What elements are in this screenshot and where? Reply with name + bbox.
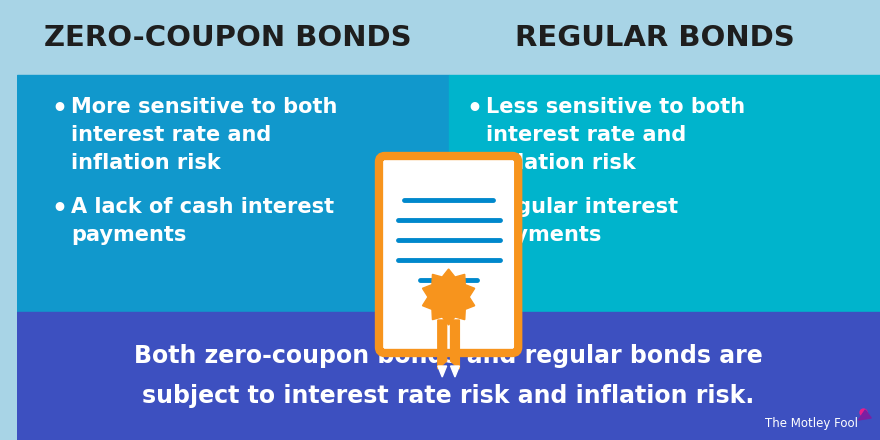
Text: REGULAR BONDS: REGULAR BONDS — [515, 23, 795, 51]
Bar — [18, 312, 880, 440]
Text: Regular interest
payments: Regular interest payments — [486, 197, 678, 245]
Text: The Motley Fool: The Motley Fool — [766, 417, 858, 430]
Polygon shape — [438, 366, 447, 377]
Text: Both zero-coupon bonds and regular bonds are: Both zero-coupon bonds and regular bonds… — [135, 344, 763, 368]
Text: More sensitive to both
interest rate and
inflation risk: More sensitive to both interest rate and… — [71, 97, 338, 173]
Text: •: • — [52, 97, 68, 121]
Polygon shape — [858, 410, 871, 420]
Bar — [449, 75, 880, 312]
Text: •: • — [466, 197, 482, 221]
FancyBboxPatch shape — [379, 156, 518, 353]
Text: A lack of cash interest
payments: A lack of cash interest payments — [71, 197, 334, 245]
Bar — [18, 75, 449, 312]
Polygon shape — [451, 366, 459, 377]
Polygon shape — [451, 320, 459, 369]
Polygon shape — [438, 320, 447, 369]
Text: •: • — [52, 197, 68, 221]
Bar — [18, 0, 880, 75]
Text: Less sensitive to both
interest rate and
inflation risk: Less sensitive to both interest rate and… — [486, 97, 745, 173]
Text: ZERO-COUPON BONDS: ZERO-COUPON BONDS — [44, 23, 412, 51]
Text: •: • — [466, 97, 482, 121]
Text: subject to interest rate risk and inflation risk.: subject to interest rate risk and inflat… — [143, 384, 755, 408]
Polygon shape — [422, 269, 474, 325]
